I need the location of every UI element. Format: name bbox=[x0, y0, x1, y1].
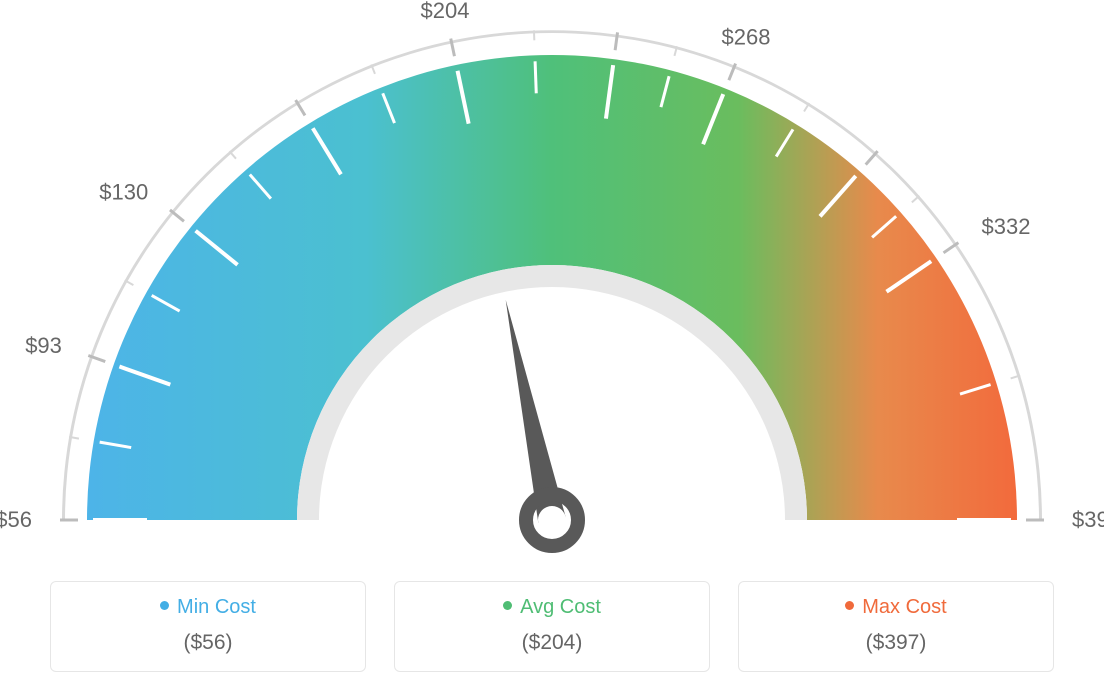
legend-max-dot bbox=[845, 601, 854, 610]
legend-avg-label: Avg Cost bbox=[520, 596, 601, 618]
legend-min-dot bbox=[160, 601, 169, 610]
legend-avg-dot bbox=[503, 601, 512, 610]
legend-avg-card: Avg Cost ($204) bbox=[394, 581, 710, 672]
svg-text:$93: $93 bbox=[25, 333, 62, 358]
gauge-area: $56 $93 $130 $204 $268 $332 $397 bbox=[0, 0, 1104, 570]
legend-min-label: Min Cost bbox=[177, 596, 256, 618]
svg-text:$268: $268 bbox=[722, 25, 771, 50]
legend-row: Min Cost ($56) Avg Cost ($204) Max Cost … bbox=[50, 581, 1054, 672]
legend-max-value: ($397) bbox=[749, 631, 1043, 655]
legend-min-value: ($56) bbox=[61, 631, 355, 655]
svg-text:$332: $332 bbox=[982, 214, 1031, 239]
legend-min-title: Min Cost bbox=[61, 596, 355, 619]
legend-avg-title: Avg Cost bbox=[405, 596, 699, 619]
legend-max-label: Max Cost bbox=[862, 596, 946, 618]
svg-text:$56: $56 bbox=[0, 507, 32, 532]
legend-max-card: Max Cost ($397) bbox=[738, 581, 1054, 672]
gauge-chart-container: $56 $93 $130 $204 $268 $332 $397 Min Cost ($56… bbox=[0, 0, 1104, 690]
legend-min-card: Min Cost ($56) bbox=[50, 581, 366, 672]
legend-avg-value: ($204) bbox=[405, 631, 699, 655]
svg-text:$204: $204 bbox=[421, 0, 470, 23]
svg-text:$130: $130 bbox=[99, 179, 148, 204]
svg-text:$397: $397 bbox=[1072, 507, 1104, 532]
legend-max-title: Max Cost bbox=[749, 596, 1043, 619]
